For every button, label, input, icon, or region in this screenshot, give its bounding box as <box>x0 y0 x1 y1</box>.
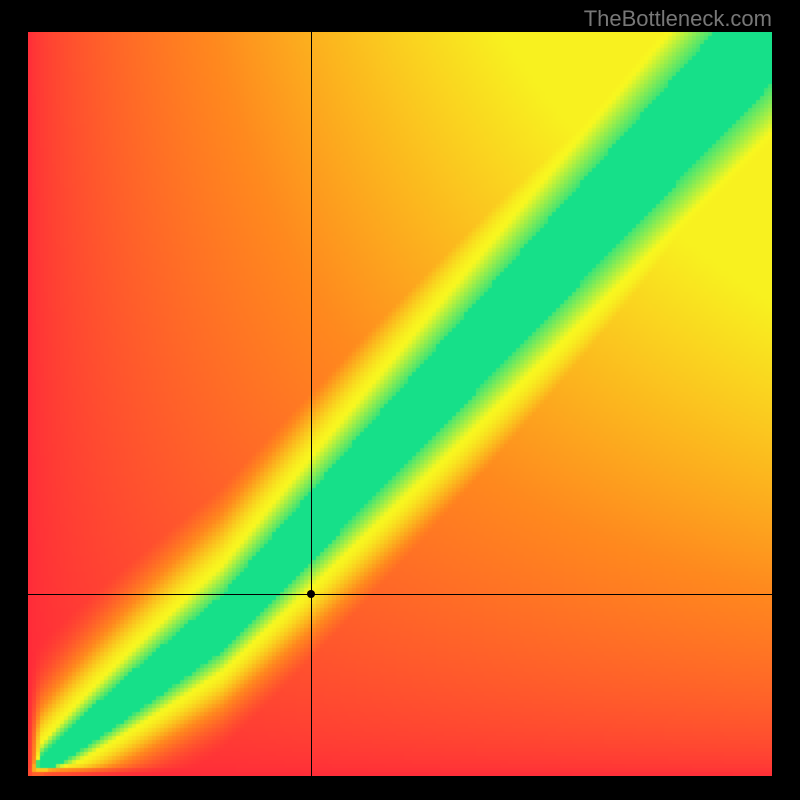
heatmap-canvas <box>28 32 772 776</box>
chart-container: TheBottleneck.com <box>0 0 800 800</box>
chart-area <box>28 32 772 776</box>
crosshair-horizontal <box>28 594 772 595</box>
crosshair-vertical <box>311 32 312 776</box>
crosshair-marker <box>307 590 315 598</box>
watermark-label: TheBottleneck.com <box>584 6 772 32</box>
